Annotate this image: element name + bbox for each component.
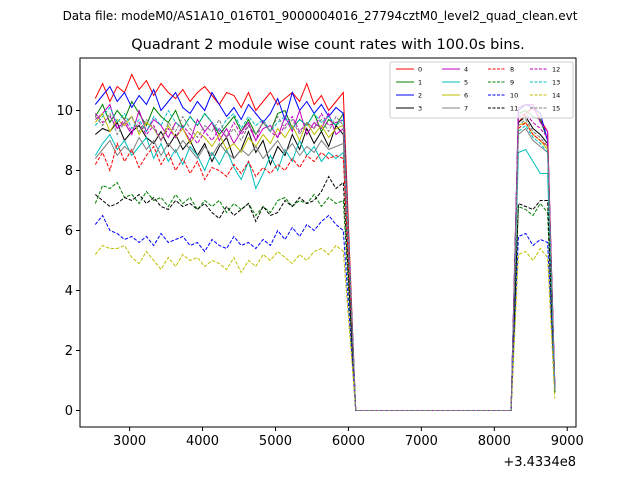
series-line-6 xyxy=(94,112,556,411)
legend-label-3: 3 xyxy=(418,105,422,113)
x-tick-label: 7000 xyxy=(405,434,438,449)
x-offset-label: +3.4334e8 xyxy=(503,455,576,470)
y-tick-label: 10 xyxy=(56,104,73,119)
legend-label-2: 2 xyxy=(418,92,422,100)
legend-label-7: 7 xyxy=(464,105,468,113)
series-layer xyxy=(94,73,556,411)
legend-label-8: 8 xyxy=(510,66,514,74)
legend-label-0: 0 xyxy=(418,66,422,74)
legend-label-6: 6 xyxy=(464,92,468,100)
legend-label-14: 14 xyxy=(552,92,560,100)
legend-label-15: 15 xyxy=(552,105,560,113)
x-tick-label: 6000 xyxy=(332,434,365,449)
series-line-7 xyxy=(94,127,556,411)
series-line-1 xyxy=(94,100,556,411)
legend-frame xyxy=(389,61,574,119)
legend-label-5: 5 xyxy=(464,79,468,87)
y-tick-label: 8 xyxy=(65,164,73,179)
x-axis: 3000 4000 5000 6000 7000 8000 9000 xyxy=(113,427,584,449)
chart-suptitle: Data file: modeM0/AS1A10_016T01_90000040… xyxy=(63,9,578,23)
legend-label-12: 12 xyxy=(552,66,560,74)
x-tick-label: 5000 xyxy=(259,434,292,449)
y-tick-label: 6 xyxy=(65,224,73,239)
legend-label-13: 13 xyxy=(552,79,560,87)
y-axis: 0 2 4 6 8 10 xyxy=(56,104,80,419)
x-tick-label: 9000 xyxy=(551,434,584,449)
legend-label-1: 1 xyxy=(418,79,422,87)
x-tick-label: 3000 xyxy=(113,434,146,449)
legend-label-10: 10 xyxy=(510,92,518,100)
x-tick-label: 8000 xyxy=(478,434,511,449)
series-line-13 xyxy=(94,106,556,411)
series-line-2 xyxy=(94,85,556,411)
y-tick-label: 0 xyxy=(65,404,73,419)
chart-title: Quadrant 2 module wise count rates with … xyxy=(131,37,525,53)
series-line-15 xyxy=(94,112,556,411)
legend-label-9: 9 xyxy=(510,79,514,87)
series-line-10 xyxy=(94,214,556,411)
x-tick-label: 4000 xyxy=(186,434,219,449)
legend-label-11: 11 xyxy=(510,105,518,113)
series-line-9 xyxy=(94,181,556,411)
legend-label-4: 4 xyxy=(464,66,468,74)
series-line-5 xyxy=(94,133,556,411)
series-line-12 xyxy=(94,112,556,411)
series-line-8 xyxy=(94,121,556,411)
series-line-11 xyxy=(94,175,556,411)
y-tick-label: 2 xyxy=(65,344,73,359)
series-line-14 xyxy=(94,244,556,411)
y-tick-label: 4 xyxy=(65,284,73,299)
plot-area-frame xyxy=(79,57,577,428)
